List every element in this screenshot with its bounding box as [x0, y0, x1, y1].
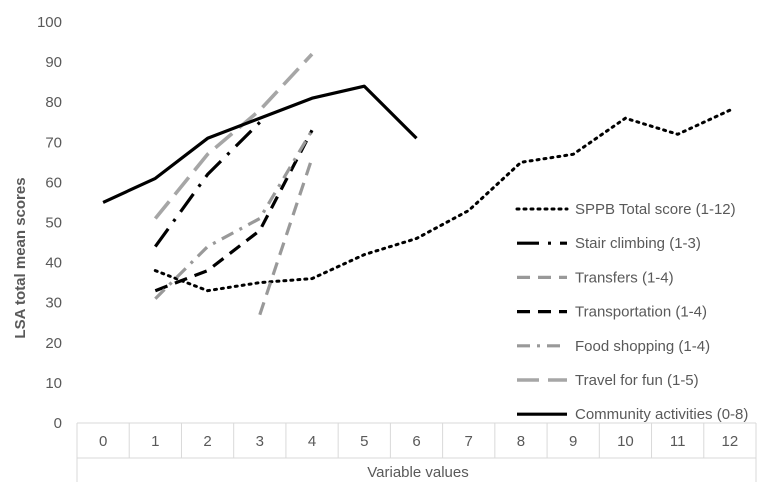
series-line-2 — [258, 157, 314, 316]
legend-label: Food shopping (1-4) — [575, 338, 710, 355]
legend-label: Travel for fun (1-5) — [575, 372, 699, 389]
x-axis-title: Variable values — [367, 464, 468, 481]
x-tick-label: 5 — [360, 433, 368, 450]
series-line-6 — [102, 84, 418, 204]
x-tick-label: 4 — [308, 433, 316, 450]
series-line-0 — [153, 108, 732, 293]
y-tick-label: 10 — [45, 375, 62, 392]
y-tick-label: 0 — [54, 415, 62, 432]
y-tick-label: 70 — [45, 134, 62, 151]
x-tick-label: 2 — [203, 433, 211, 450]
x-tick-label: 12 — [722, 433, 739, 450]
y-tick-label: 60 — [45, 174, 62, 191]
series-line-1 — [154, 121, 261, 248]
x-tick-label: 10 — [617, 433, 634, 450]
x-tick-label: 6 — [412, 433, 420, 450]
y-tick-label: 50 — [45, 215, 62, 232]
y-tick-label: 80 — [45, 94, 62, 111]
y-tick-label: 30 — [45, 295, 62, 312]
legend-label: Transportation (1-4) — [575, 304, 707, 321]
series-line-5 — [153, 52, 314, 220]
series-line-4 — [154, 129, 314, 300]
x-tick-label: 3 — [256, 433, 264, 450]
legend-label: Stair climbing (1-3) — [575, 235, 701, 252]
x-tick-label: 11 — [670, 433, 686, 450]
y-tick-label: 40 — [45, 255, 62, 272]
y-tick-label: 100 — [37, 14, 62, 31]
legend-label: Community activities (0-8) — [575, 406, 748, 423]
legend: SPPB Total score (1-12) Stair climbing (1… — [515, 201, 748, 423]
x-tick-label: 8 — [517, 433, 525, 450]
x-tick-label: 9 — [569, 433, 577, 450]
legend-label: Transfers (1-4) — [575, 269, 674, 286]
x-tick-label: 7 — [465, 433, 473, 450]
series-line-3 — [154, 129, 314, 293]
y-tick-label: 20 — [45, 335, 62, 352]
legend-label: SPPB Total score (1-12) — [575, 201, 736, 218]
y-axis-title: LSA total mean scores — [12, 177, 29, 338]
x-tick-label: 0 — [99, 433, 107, 450]
y-tick-label: 90 — [45, 54, 62, 71]
x-tick-label: 1 — [151, 433, 159, 450]
series-lines — [102, 52, 732, 316]
